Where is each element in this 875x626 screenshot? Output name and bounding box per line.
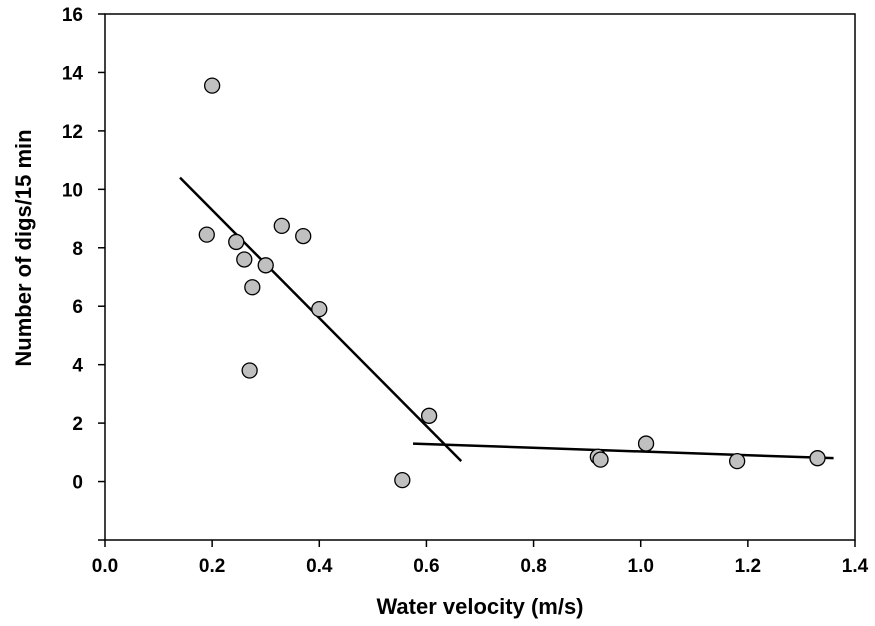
- y-tick-label: 4: [72, 356, 83, 377]
- fit-line: [179, 176, 463, 462]
- data-point: [592, 451, 609, 468]
- y-tick-label: 14: [62, 63, 84, 84]
- x-tick-label: 0.0: [92, 556, 118, 577]
- data-point: [198, 226, 215, 243]
- y-axis-title: Number of digs/15 min: [11, 129, 36, 366]
- data-point: [273, 217, 290, 235]
- data-point: [311, 300, 328, 318]
- x-tick-label: 0.2: [199, 556, 225, 577]
- data-point: [241, 362, 258, 379]
- x-tick-label: 0.6: [413, 556, 439, 577]
- y-tick-label: 2: [72, 414, 83, 435]
- data-point: [637, 435, 655, 452]
- x-tick-label: 0.8: [520, 556, 546, 577]
- data-point: [394, 471, 411, 489]
- data-point: [244, 279, 261, 296]
- y-tick-label: 16: [62, 5, 83, 26]
- data-points: [198, 77, 826, 489]
- regression-lines: [179, 176, 834, 462]
- fit-line: [412, 442, 834, 460]
- x-tick-label: 1.2: [735, 556, 761, 577]
- ticks: 0.0 0.2 0.4 0.6 0.8 1.0 1.2 1.4 0 2 4 6 8 10 12 14 16: [62, 5, 869, 577]
- data-point: [203, 77, 221, 94]
- y-tick-label: 12: [62, 122, 83, 143]
- data-point: [228, 233, 245, 251]
- data-point: [809, 450, 826, 467]
- data-point: [420, 407, 438, 424]
- x-tick-label: 1.4: [842, 556, 869, 577]
- data-point: [728, 452, 746, 470]
- plot-frame: [104, 13, 856, 541]
- data-point: [295, 227, 312, 245]
- x-tick-label: 0.4: [306, 556, 333, 577]
- x-tick-label: 1.0: [628, 556, 654, 577]
- y-tick-label: 10: [62, 180, 83, 201]
- y-tick-label: 0: [72, 473, 83, 494]
- axes: [104, 13, 856, 541]
- x-axis-title: Water velocity (m/s): [376, 594, 583, 619]
- data-point: [236, 251, 253, 268]
- data-point: [257, 257, 274, 274]
- y-tick-label: 8: [72, 239, 83, 260]
- y-tick-label: 6: [72, 297, 83, 318]
